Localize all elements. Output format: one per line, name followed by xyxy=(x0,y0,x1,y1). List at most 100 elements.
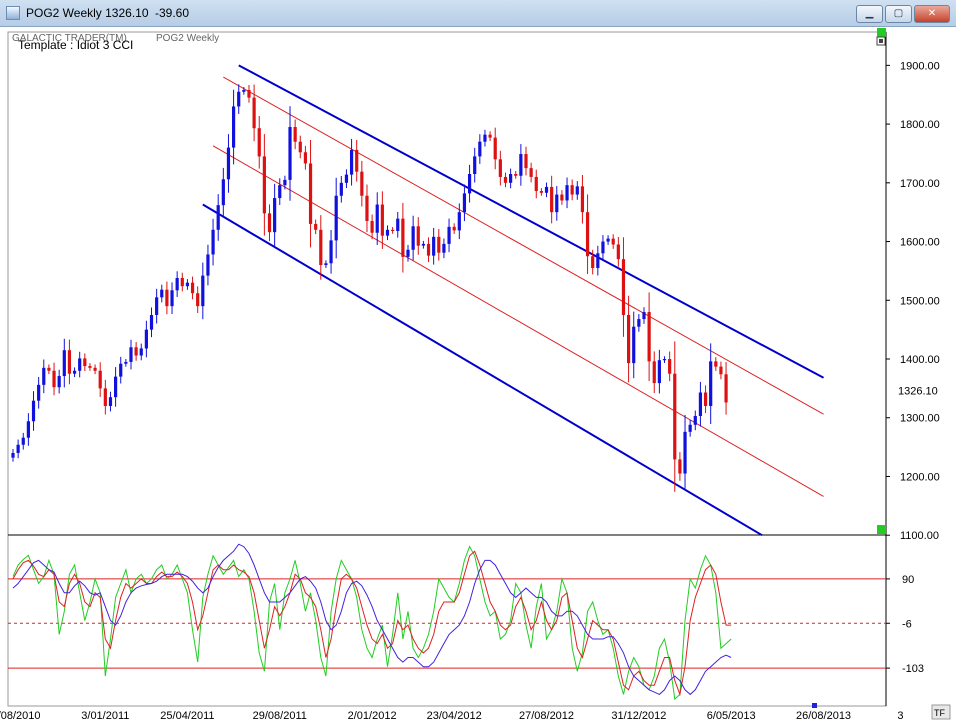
candle-body xyxy=(642,312,646,320)
candle-body xyxy=(437,236,441,253)
price-tick-label: 1600.00 xyxy=(900,237,940,249)
candle-body xyxy=(324,263,328,266)
close-button[interactable]: ✕ xyxy=(914,5,950,23)
candle-body xyxy=(544,186,549,193)
candle-body xyxy=(452,226,456,231)
candle-body xyxy=(242,90,246,92)
cci-series-line xyxy=(12,550,732,697)
panel-options-icon-dot xyxy=(879,39,883,43)
candle-body xyxy=(457,212,461,231)
app-icon xyxy=(6,6,20,20)
candle-body xyxy=(57,376,61,388)
candle-body xyxy=(473,156,477,175)
candle-body xyxy=(360,171,364,196)
candle-body xyxy=(226,147,231,180)
candle-body xyxy=(493,137,497,160)
candle-body xyxy=(134,347,138,356)
candle-body xyxy=(72,370,77,374)
channel-line-mid-upper xyxy=(223,76,824,415)
candle-body xyxy=(585,212,590,257)
candle-body xyxy=(570,185,574,195)
candle-body xyxy=(637,319,641,327)
candle-body xyxy=(498,159,502,177)
candle-body xyxy=(180,277,184,287)
candle-body xyxy=(339,182,343,196)
candle-body xyxy=(668,359,672,374)
candle-body xyxy=(621,259,626,315)
x-tick-label: 25/04/2011 xyxy=(160,710,214,722)
candle-body xyxy=(411,226,415,250)
candle-body xyxy=(657,360,661,384)
x-tick-label: 3 xyxy=(897,710,903,722)
candle-body xyxy=(560,194,564,201)
tf-label: TF xyxy=(934,708,945,718)
candle-body xyxy=(165,289,169,307)
price-tick-label: 1200.00 xyxy=(900,471,940,483)
candle-body xyxy=(175,277,179,291)
candle-body xyxy=(78,358,82,371)
price-tick-label: 1900.00 xyxy=(900,60,940,72)
candle-body xyxy=(524,154,528,169)
candle-body xyxy=(426,243,431,256)
candle-body xyxy=(467,174,472,194)
candle-body xyxy=(519,154,523,176)
tf-button[interactable] xyxy=(931,704,951,720)
candle-body xyxy=(329,240,333,264)
candle-body xyxy=(714,361,718,367)
candle-body xyxy=(273,198,277,233)
candle-body xyxy=(149,314,154,330)
maximize-button[interactable]: ▢ xyxy=(885,5,912,23)
candle-body xyxy=(83,358,87,367)
candle-body xyxy=(37,384,41,401)
candle-body xyxy=(627,314,631,364)
candle-body xyxy=(606,238,610,242)
scroll-marker[interactable] xyxy=(812,703,817,708)
chart-area: GALACTIC TRADER(TM) POG2 Weekly Template… xyxy=(0,27,956,726)
candle-body xyxy=(488,134,492,138)
cci-tick-label: 90 xyxy=(902,574,914,586)
candle-body xyxy=(421,243,425,246)
x-tick-label: 27/08/2012 xyxy=(519,710,574,722)
minimize-button[interactable]: ▁ xyxy=(856,5,883,23)
price-tick-label: 1500.00 xyxy=(900,295,940,307)
candle-body xyxy=(616,244,620,260)
candle-body xyxy=(283,179,287,186)
x-tick-label: 30/08/2010 xyxy=(0,710,41,722)
candle-body xyxy=(201,275,205,307)
channel-line-lower xyxy=(202,203,763,537)
candle-body xyxy=(196,293,200,307)
candle-body xyxy=(688,424,692,432)
candle-body xyxy=(539,191,543,193)
green-marker-bottom xyxy=(877,525,886,534)
candle-body xyxy=(647,312,651,362)
candle-body xyxy=(293,127,297,142)
candle-body xyxy=(211,229,215,255)
candle-body xyxy=(298,141,302,153)
cci-series-line xyxy=(12,543,732,696)
price-tick-label: 1400.00 xyxy=(900,354,940,366)
channel-line-mid-lower xyxy=(212,145,824,497)
candle-body xyxy=(698,392,703,416)
x-tick-label: 29/08/2011 xyxy=(253,710,307,722)
candle-body xyxy=(375,204,379,233)
candle-body xyxy=(221,179,225,206)
candle-body xyxy=(11,452,15,458)
candle-body xyxy=(129,347,133,362)
candle-body xyxy=(62,350,66,377)
candle-body xyxy=(401,218,405,257)
cci-tick-label: -103 xyxy=(902,663,924,675)
candle-body xyxy=(206,254,210,276)
candle-body xyxy=(678,459,682,474)
watermark: GALACTIC TRADER(TM) xyxy=(12,33,127,44)
x-tick-label: 6/05/2013 xyxy=(707,710,756,722)
candle-body xyxy=(555,194,559,213)
candle-body xyxy=(632,326,636,364)
price-change: -39.60 xyxy=(155,6,190,20)
green-marker-top xyxy=(877,28,886,37)
candle-body xyxy=(216,205,220,230)
candle-body xyxy=(252,97,256,129)
candle-body xyxy=(442,243,446,253)
price-tick-label: 1100.00 xyxy=(900,530,939,542)
candle-body xyxy=(155,297,159,315)
price-tick-label: 1700.00 xyxy=(900,178,940,190)
